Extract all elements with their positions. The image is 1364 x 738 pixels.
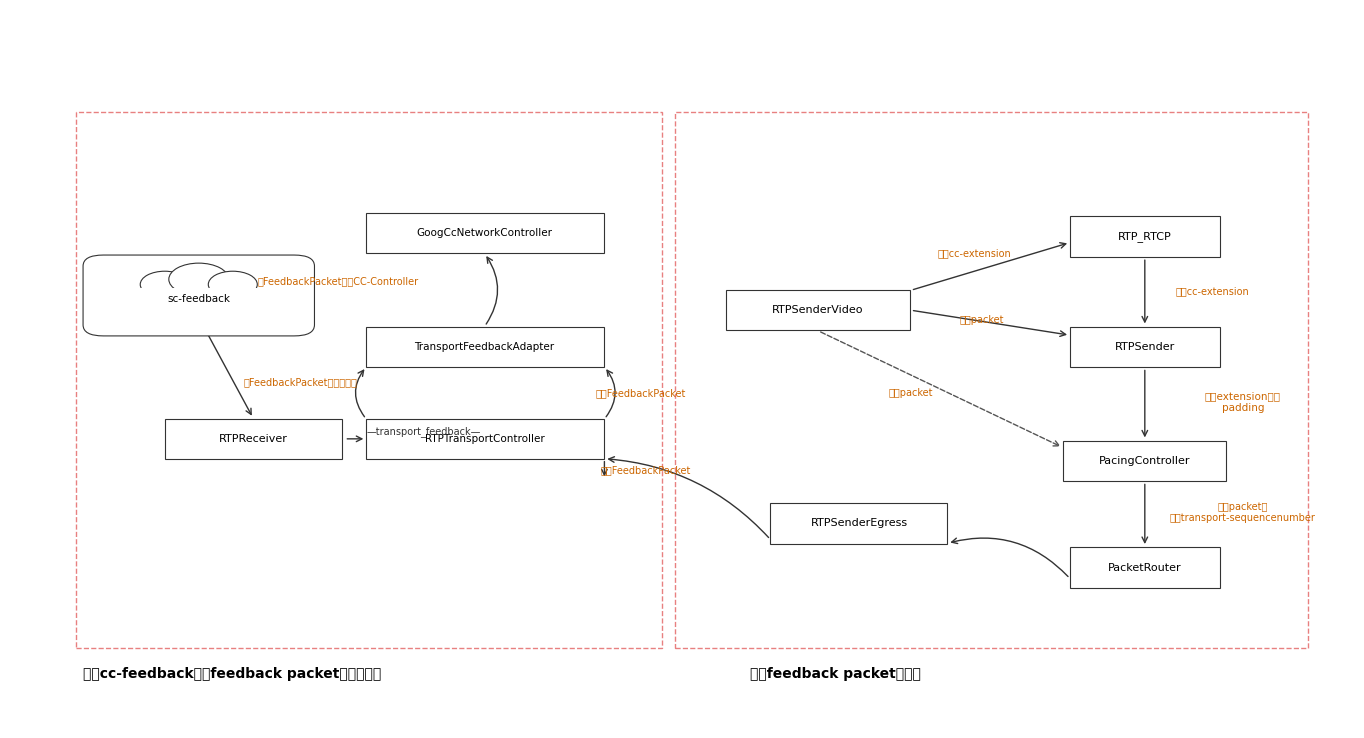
- FancyBboxPatch shape: [1069, 548, 1219, 587]
- Circle shape: [140, 272, 190, 297]
- Text: 添加FeedbackPacket: 添加FeedbackPacket: [596, 388, 686, 399]
- FancyBboxPatch shape: [366, 418, 604, 459]
- Text: RTPTransportController: RTPTransportController: [424, 434, 544, 444]
- Text: RTPSenderVideo: RTPSenderVideo: [772, 306, 863, 315]
- Text: TransportFeedbackAdapter: TransportFeedbackAdapter: [415, 342, 555, 352]
- FancyBboxPatch shape: [1069, 216, 1219, 257]
- Text: 对FeedbackPacket进行再更新: 对FeedbackPacket进行再更新: [244, 377, 357, 387]
- Text: 提供extension支持
padding: 提供extension支持 padding: [1204, 391, 1281, 413]
- FancyBboxPatch shape: [1063, 441, 1226, 481]
- Text: sc-feedback: sc-feedback: [168, 294, 231, 304]
- Text: 生成packet: 生成packet: [959, 315, 1004, 325]
- FancyBboxPatch shape: [366, 213, 604, 253]
- Text: RTPSender: RTPSender: [1114, 342, 1174, 352]
- FancyBboxPatch shape: [110, 288, 288, 317]
- Text: PacingController: PacingController: [1099, 456, 1191, 466]
- Circle shape: [209, 272, 258, 297]
- FancyBboxPatch shape: [366, 327, 604, 368]
- Text: 添加FeedbackPacket: 添加FeedbackPacket: [600, 465, 690, 475]
- Text: PacketRouter: PacketRouter: [1108, 562, 1181, 573]
- Text: 转发packet去
设置transport-sequencenumber: 转发packet去 设置transport-sequencenumber: [1170, 502, 1316, 523]
- FancyBboxPatch shape: [165, 418, 342, 459]
- Text: 注册cc-extension: 注册cc-extension: [938, 248, 1012, 258]
- Text: RTPReceiver: RTPReceiver: [218, 434, 288, 444]
- Text: 收到cc-feedback后对feedback packet再更新过程: 收到cc-feedback后对feedback packet再更新过程: [83, 667, 382, 681]
- Text: RTPSenderEgress: RTPSenderEgress: [810, 518, 907, 528]
- Text: RTP_RTCP: RTP_RTCP: [1118, 231, 1172, 242]
- Text: GoogCcNetworkController: GoogCcNetworkController: [416, 228, 552, 238]
- Text: —transport_feedback—: —transport_feedback—: [366, 426, 480, 437]
- FancyBboxPatch shape: [1069, 327, 1219, 368]
- FancyBboxPatch shape: [726, 290, 910, 331]
- Text: 发送packet: 发送packet: [888, 387, 933, 398]
- Text: 注册cc-extension: 注册cc-extension: [1176, 286, 1249, 296]
- FancyBboxPatch shape: [771, 503, 948, 544]
- Text: 将FeedbackPacket交由CC-Controller: 将FeedbackPacket交由CC-Controller: [256, 276, 419, 286]
- FancyBboxPatch shape: [83, 255, 315, 336]
- Circle shape: [169, 263, 229, 295]
- Text: 生成feedback packet的过程: 生成feedback packet的过程: [750, 667, 921, 681]
